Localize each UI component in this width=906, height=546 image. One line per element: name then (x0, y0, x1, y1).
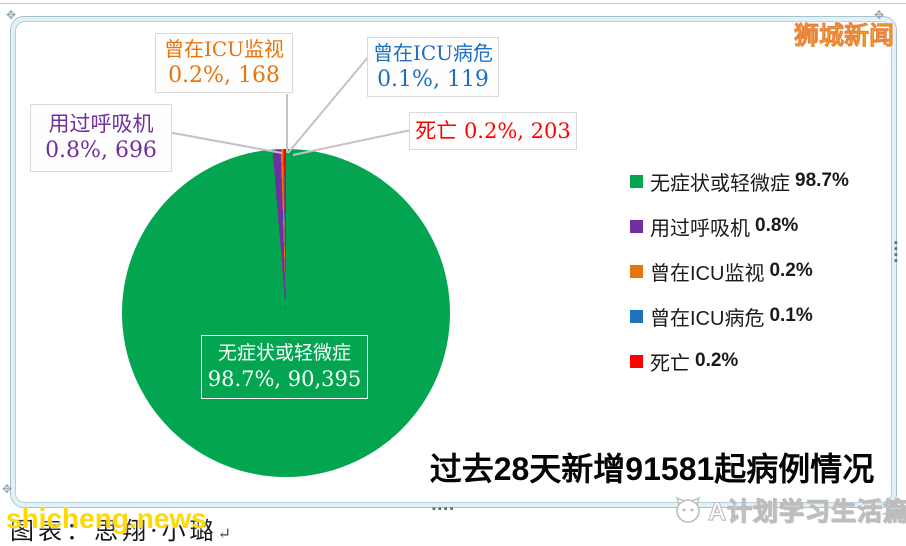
resize-handle-right-middle[interactable]: ▪ ▪ ▪ ▪ (894, 237, 898, 267)
legend-label: 死亡 (650, 352, 690, 375)
callout-icu-monitored-label: 曾在ICU监视 (163, 36, 285, 61)
flourish-mark: ↝″ (882, 506, 900, 523)
callout-icu-critical: 曾在ICU病危 0.1%, 119 (367, 37, 499, 97)
paragraph-return-mark: ↵ (217, 524, 232, 543)
channel-avatar-icon (675, 496, 701, 523)
resize-handle-bottom-left-icon[interactable]: ✥ (2, 482, 13, 496)
resize-handle-bottom-center[interactable]: ▪▪▪▪ (432, 503, 456, 515)
pie-slice-label-text: 无症状或轻微症 (217, 342, 351, 364)
legend-value: 0.2% (769, 260, 813, 281)
callout-icu-critical-value: 0.1%, 119 (377, 66, 489, 92)
source-caption: 图表：思翔·小璐↵ (10, 511, 231, 546)
callout-ventilator-label: 用过呼吸机 (48, 112, 154, 137)
legend-item-icu-critical: 曾在ICU病危 0.1% (630, 303, 849, 330)
legend-value: 98.7% (795, 170, 849, 191)
resize-handle-top-right-icon[interactable]: ✥ (874, 8, 885, 22)
legend-item-icu-monitored: 曾在ICU监视 0.2% (630, 258, 849, 285)
source-caption-text: 图表：思翔·小璐 (10, 517, 218, 545)
legend-item-death: 死亡 0.2% (630, 348, 849, 375)
legend-label: 曾在ICU监视 (650, 262, 765, 285)
chart-title: 过去28天新增91581起病例情况 (429, 451, 875, 487)
legend-label: 曾在ICU病危 (650, 307, 765, 330)
callout-death: 死亡 0.2%, 203 (409, 112, 577, 150)
legend-value: 0.2% (695, 350, 739, 371)
legend-swatch-orange (630, 264, 643, 278)
resize-handle-top-left-icon[interactable]: ✥ (6, 8, 17, 22)
legend-item-ventilator: 用过呼吸机 0.8% (630, 213, 849, 240)
pie-chart (122, 149, 450, 477)
legend-swatch-green (630, 174, 643, 188)
legend-value: 0.8% (755, 215, 799, 236)
legend-value: 0.1% (769, 305, 813, 326)
channel-watermark-text: A计划学习生活篇 (707, 498, 906, 527)
legend-label: 用过呼吸机 (650, 217, 750, 240)
legend-item-asymptomatic: 无症状或轻微症 98.7% (630, 168, 849, 195)
callout-icu-monitored: 曾在ICU监视 0.2%, 168 (155, 33, 293, 93)
callout-icu-critical-label: 曾在ICU病危 (372, 40, 494, 65)
legend-swatch-red (630, 354, 643, 368)
callout-ventilator-value: 0.8%, 696 (45, 138, 157, 164)
pie-slice-label-value: 98.7%, 90,395 (207, 366, 362, 391)
legend-label: 无症状或轻微症 (650, 172, 790, 195)
pie-slice-label-asymptomatic: 无症状或轻微症 98.7%, 90,395 (201, 335, 368, 399)
chart-object-frame[interactable] (10, 16, 897, 508)
site-logo-watermark: 狮城新闻 (793, 22, 895, 51)
callout-icu-monitored-value: 0.2%, 168 (168, 62, 280, 88)
legend-swatch-purple (630, 219, 643, 233)
channel-watermark: A计划学习生活篇 (672, 492, 906, 528)
legend-swatch-blue (630, 309, 643, 323)
chart-legend: 无症状或轻微症 98.7% 用过呼吸机 0.8% 曾在ICU监视 0.2% 曾在… (630, 168, 849, 393)
callout-ventilator: 用过呼吸机 0.8%, 696 (30, 104, 172, 172)
site-url-watermark: shicheng.news (6, 503, 207, 534)
callout-death-label: 死亡 0.2%, 203 (415, 118, 571, 143)
page-edge-line (0, 3, 906, 4)
